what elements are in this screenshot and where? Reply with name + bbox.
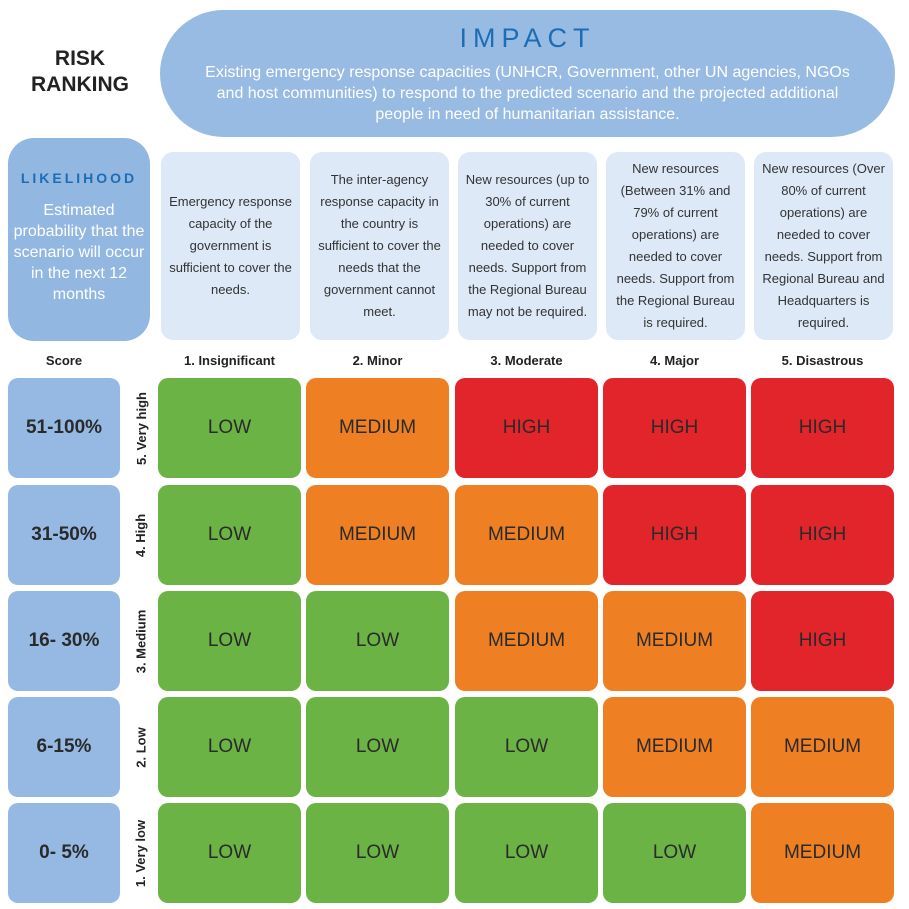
impact-level-label: 2. Minor — [352, 353, 403, 368]
score-box: 0- 5% — [8, 803, 120, 903]
risk-cell-low: LOW — [158, 803, 301, 903]
risk-cell-high: HIGH — [751, 378, 894, 478]
risk-cell-low: LOW — [455, 803, 598, 903]
risk-cell-low: LOW — [306, 803, 449, 903]
likelihood-level-label: 2. Low — [126, 697, 156, 797]
likelihood-description: Estimated probability that the scenario … — [13, 202, 145, 303]
risk-cell-low: LOW — [158, 591, 301, 691]
likelihood-title: LIKELIHOOD — [20, 170, 138, 186]
risk-cell-low: LOW — [603, 803, 746, 903]
risk-cell-high: HIGH — [455, 378, 598, 478]
impact-level-label: 5. Disastrous — [781, 353, 864, 368]
impact-title: IMPACT — [459, 23, 596, 53]
risk-cell-medium: MEDIUM — [455, 591, 598, 691]
score-box: 31-50% — [8, 485, 120, 585]
impact-level-label: 4. Major — [649, 353, 700, 368]
impact-header: IMPACT Existing emergency response capac… — [160, 10, 895, 137]
likelihood-level-text: 2. Low — [133, 726, 149, 768]
impact-description-3: New resources (up to 30% of current oper… — [458, 152, 597, 340]
risk-cell-medium: MEDIUM — [751, 803, 894, 903]
score-box: 16- 30% — [8, 591, 120, 691]
likelihood-level-label: 4. High — [126, 485, 156, 585]
risk-cell-high: HIGH — [751, 591, 894, 691]
risk-cell-low: LOW — [455, 697, 598, 797]
impact-level-label: 3. Moderate — [490, 353, 563, 368]
page-title: RISK RANKING — [31, 47, 129, 96]
risk-cell-high: HIGH — [751, 485, 894, 585]
impact-level-label: 1. Insignificant — [183, 353, 275, 368]
likelihood-level-label: 1. Very low — [126, 803, 156, 903]
likelihood-header: LIKELIHOOD Estimated probability that th… — [8, 138, 150, 341]
impact-description-1: Emergency response capacity of the gover… — [161, 152, 300, 340]
score-box: 6-15% — [8, 697, 120, 797]
risk-cell-low: LOW — [158, 697, 301, 797]
risk-cell-medium: MEDIUM — [751, 697, 894, 797]
risk-cell-medium: MEDIUM — [306, 378, 449, 478]
likelihood-level-label: 3. Medium — [126, 591, 156, 691]
score-header: Score — [45, 353, 83, 368]
likelihood-level-label: 5. Very high — [126, 378, 156, 478]
impact-description-2: The inter-agency response capacity in th… — [310, 152, 449, 340]
risk-cell-medium: MEDIUM — [603, 697, 746, 797]
risk-cell-low: LOW — [158, 378, 301, 478]
likelihood-level-text: 3. Medium — [133, 609, 149, 673]
risk-cell-high: HIGH — [603, 485, 746, 585]
risk-cell-medium: MEDIUM — [603, 591, 746, 691]
impact-description: Existing emergency response capacities (… — [205, 64, 850, 123]
risk-cell-high: HIGH — [603, 378, 746, 478]
impact-description-4: New resources (Between 31% and 79% of cu… — [606, 152, 745, 340]
likelihood-level-text: 1. Very low — [133, 819, 149, 887]
risk-cell-low: LOW — [306, 591, 449, 691]
score-box: 51-100% — [8, 378, 120, 478]
risk-cell-medium: MEDIUM — [306, 485, 449, 585]
risk-cell-low: LOW — [306, 697, 449, 797]
likelihood-level-text: 4. High — [133, 513, 149, 557]
risk-cell-low: LOW — [158, 485, 301, 585]
likelihood-level-text: 5. Very high — [133, 391, 149, 465]
risk-cell-medium: MEDIUM — [455, 485, 598, 585]
impact-description-5: New resources (Over 80% of current opera… — [754, 152, 893, 340]
